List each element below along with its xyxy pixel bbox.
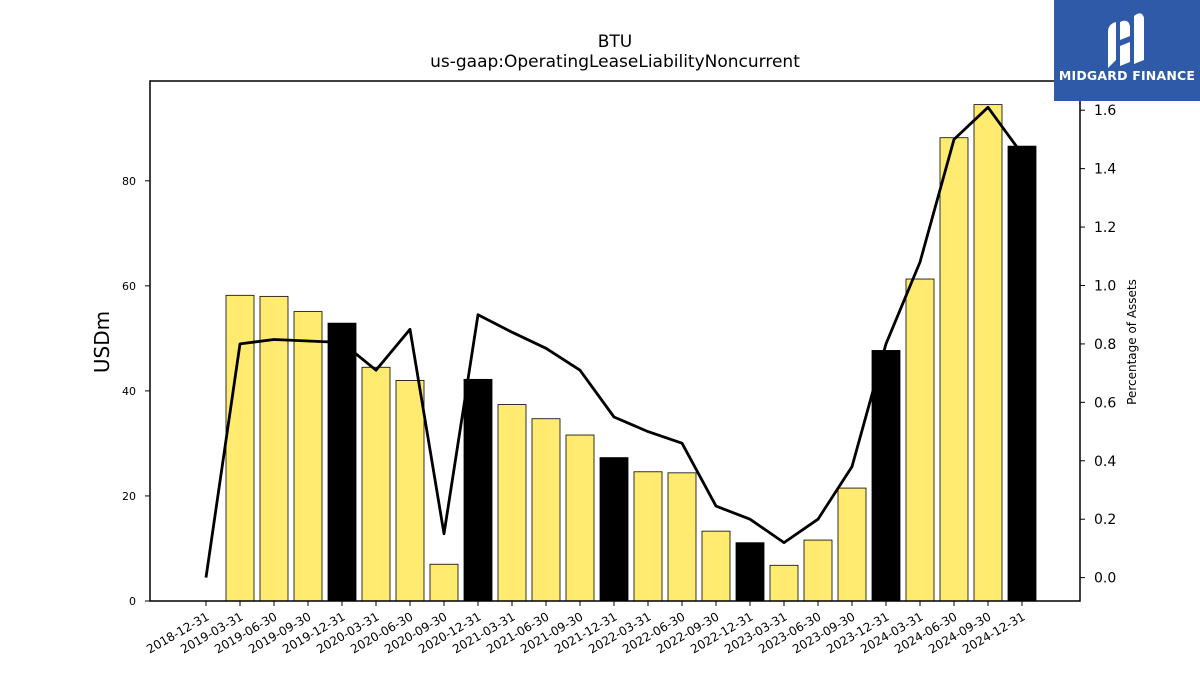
y-tick-label: 60 [122, 280, 136, 293]
midgard-logo-icon [1108, 13, 1144, 68]
y-tick-label: 40 [122, 385, 136, 398]
bar [803, 539, 833, 602]
bar [769, 564, 799, 602]
y-tick-label: 20 [122, 490, 136, 503]
y2-axis-label: Percentage of Assets [1125, 279, 1139, 405]
bar [463, 378, 493, 602]
y-axis-left: 0 20 40 60 80 [122, 175, 150, 608]
bar [837, 487, 867, 602]
bar-series [225, 104, 1037, 602]
bar [225, 294, 255, 602]
bar [871, 350, 901, 602]
y-tick-label: 80 [122, 175, 136, 188]
y-axis-label: USDm [90, 311, 114, 373]
bar [599, 457, 629, 602]
bar [735, 542, 765, 602]
bar [429, 563, 459, 602]
bar [939, 137, 969, 602]
chart-title: BTU [597, 32, 633, 52]
y2-tick-label: 1.4 [1094, 162, 1116, 178]
y-axis-right: 0.0 0.2 0.4 0.6 0.8 1.0 1.2 1.4 1.6 [1080, 103, 1116, 587]
bar [395, 379, 425, 602]
bar [633, 471, 663, 602]
bar [259, 295, 289, 602]
bar [667, 472, 697, 602]
x-axis: 2018-12-312019-03-312019-06-302019-09-30… [144, 601, 1028, 656]
y2-tick-label: 0.2 [1094, 512, 1116, 528]
bar [701, 530, 731, 602]
bar [293, 311, 323, 602]
brand-logo: MIDGARD FINANCE [1054, 0, 1200, 101]
chart-subtitle: us-gaap:OperatingLeaseLiabilityNoncurren… [430, 52, 800, 72]
bar [905, 278, 935, 602]
y2-tick-label: 0.6 [1094, 395, 1116, 411]
bar [361, 366, 391, 602]
bar [327, 322, 357, 602]
bar [565, 434, 595, 602]
bar [973, 104, 1003, 602]
plot-frame [149, 80, 1081, 602]
y2-tick-label: 0.0 [1094, 571, 1116, 587]
bar [1007, 145, 1037, 602]
y-tick-label: 0 [129, 595, 136, 608]
y2-tick-label: 0.8 [1094, 337, 1116, 353]
logo-text: MIDGARD FINANCE [1058, 68, 1196, 83]
y2-tick-label: 0.4 [1094, 454, 1116, 470]
line-series [204, 105, 1024, 578]
y2-tick-label: 1.2 [1094, 220, 1116, 236]
bar [531, 418, 561, 602]
bar [497, 404, 527, 602]
y2-tick-label: 1.6 [1094, 103, 1116, 119]
y2-tick-label: 1.0 [1094, 278, 1116, 294]
